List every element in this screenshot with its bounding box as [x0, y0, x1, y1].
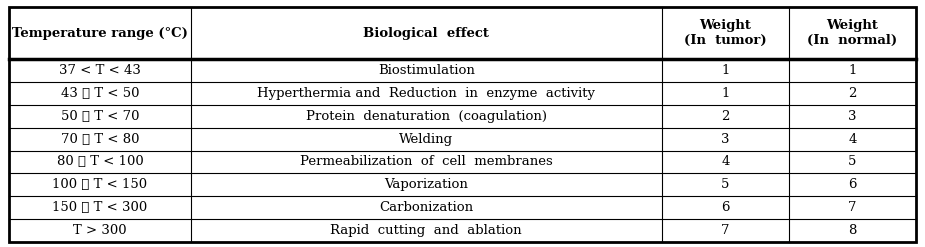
Text: 5: 5	[848, 155, 857, 168]
Text: Welding: Welding	[400, 133, 453, 146]
Text: Biostimulation: Biostimulation	[377, 64, 475, 77]
Text: 43 ≦ T < 50: 43 ≦ T < 50	[61, 87, 139, 100]
Text: 100 ≦ T < 150: 100 ≦ T < 150	[53, 178, 147, 191]
Text: 3: 3	[722, 133, 730, 146]
Text: Permeabilization  of  cell  membranes: Permeabilization of cell membranes	[300, 155, 552, 168]
Text: 37 < T < 43: 37 < T < 43	[59, 64, 141, 77]
Text: 2: 2	[722, 110, 730, 123]
Text: 7: 7	[848, 201, 857, 214]
Text: Biological  effect: Biological effect	[364, 27, 489, 40]
Text: 70 ≦ T < 80: 70 ≦ T < 80	[61, 133, 139, 146]
Text: 1: 1	[848, 64, 857, 77]
Text: 150 ≦ T < 300: 150 ≦ T < 300	[53, 201, 147, 214]
Text: 3: 3	[848, 110, 857, 123]
Text: Carbonization: Carbonization	[379, 201, 474, 214]
Text: 80 ≦ T < 100: 80 ≦ T < 100	[56, 155, 143, 168]
Text: 4: 4	[848, 133, 857, 146]
Text: 1: 1	[722, 87, 730, 100]
Text: Vaporization: Vaporization	[384, 178, 468, 191]
Text: 6: 6	[722, 201, 730, 214]
Text: 5: 5	[722, 178, 730, 191]
Text: 7: 7	[722, 224, 730, 237]
Text: 4: 4	[722, 155, 730, 168]
Text: Weight
(In  tumor): Weight (In tumor)	[684, 19, 767, 47]
Text: Weight
(In  normal): Weight (In normal)	[808, 19, 897, 47]
Text: 6: 6	[848, 178, 857, 191]
Text: T > 300: T > 300	[73, 224, 127, 237]
Text: 2: 2	[848, 87, 857, 100]
Text: Rapid  cutting  and  ablation: Rapid cutting and ablation	[330, 224, 522, 237]
Text: 50 ≦ T < 70: 50 ≦ T < 70	[61, 110, 139, 123]
Text: Hyperthermia and  Reduction  in  enzyme  activity: Hyperthermia and Reduction in enzyme act…	[257, 87, 596, 100]
Text: Temperature range (°C): Temperature range (°C)	[12, 27, 188, 40]
Text: 1: 1	[722, 64, 730, 77]
Text: 8: 8	[848, 224, 857, 237]
Text: Protein  denaturation  (coagulation): Protein denaturation (coagulation)	[306, 110, 547, 123]
